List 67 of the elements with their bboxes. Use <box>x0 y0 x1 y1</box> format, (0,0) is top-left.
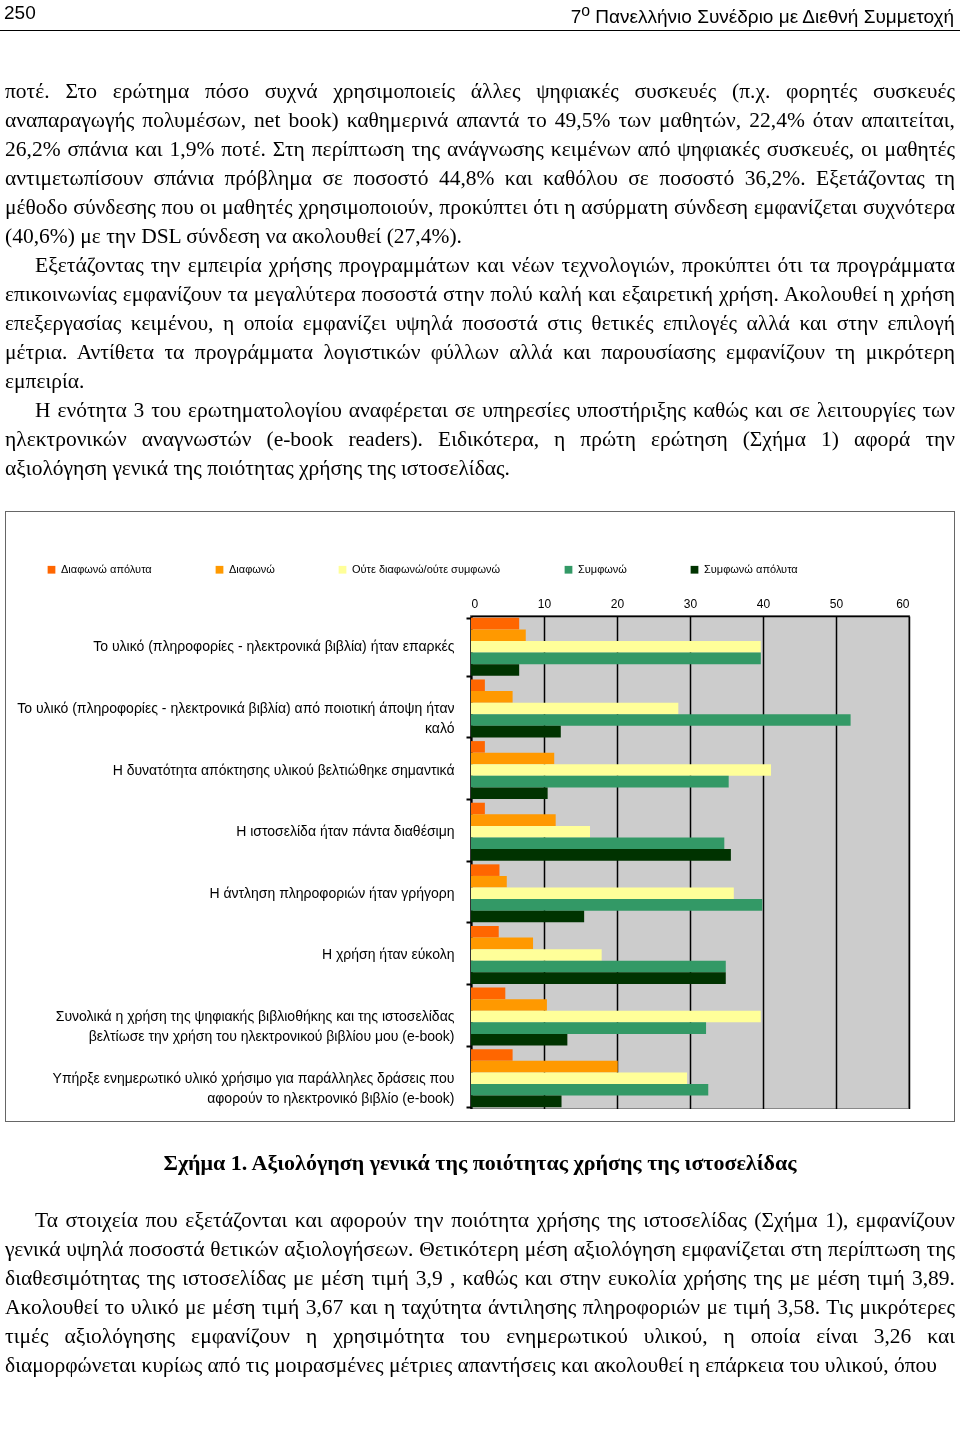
bar <box>471 849 731 861</box>
y-tick-label: Το υλικό (πληροφορίες - ηλεκτρονικά βιβλία) από ποιοτική άποψη ήταν καλό <box>17 700 455 737</box>
legend-label: Συμφωνώ απόλυτα <box>704 563 799 576</box>
bar <box>471 949 602 962</box>
bar <box>471 1084 709 1096</box>
y-tick-label: Συνολικά η χρήση της ψηφιακής βιβλιοθήκης και της ιστοσελίδας βελτίωσε την χρήση του ηλεκτρονικού βιβλίου μου (e-book) <box>55 1008 455 1045</box>
bar <box>471 629 526 642</box>
bar <box>471 937 534 950</box>
bar <box>471 714 851 727</box>
y-tick-label: Υπήρξε ενημερωτικό υλικό χρήσιμο για παράλληλες δράσεις που αφορούν το ηλεκτρονικό βιβλίο (e-book) <box>52 1070 455 1107</box>
y-tick-label: Το υλικό (πληροφορίες - ηλεκτρονικά βιβλία) ήταν επαρκές <box>93 638 455 655</box>
bar <box>471 641 761 653</box>
bar <box>471 803 485 815</box>
bar <box>471 864 500 877</box>
bar <box>471 679 485 692</box>
legend-label: Διαφωνώ <box>229 563 276 576</box>
bar <box>471 987 506 1000</box>
text: 250 <box>4 2 36 25</box>
bar <box>471 1034 568 1046</box>
y-tick-label: Η ιστοσελίδα ήταν πάντα διαθέσιμη <box>236 823 455 840</box>
text: 7$^{ο}$ Πανελλήνιο Συνέδριο με Διεθνή Συμμετοχή <box>570 2 954 29</box>
text: Εξετάζοντας την εμπειρία χρήσης προγραμμάτων και νέων τεχνολογιών, προκύπτει ότι τα προγράμματα επικοινωνίας εμφανίζουν τα μεγαλύτερα ποσοστά στην πολύ καλή και εξαιρετική χρήση. Ακολουθεί η χρήση επεξεργασίας κειμένου, η οποία εμφανίζει υψηλά ποσοστά στις θετικές επιλογές αλλά και στην επιλογή μέτρια. Αντίθετα τα προγράμματα λογιστικών φύλλων αλλά και παρουσίασης εμφανίζουν τη μικρότερη εμπειρία. <box>5 252 955 396</box>
bar <box>471 972 726 985</box>
x-tick-label: 60 <box>896 596 910 611</box>
bar <box>471 753 555 765</box>
bar <box>471 776 729 788</box>
bar <box>471 911 585 923</box>
x-tick-label: 40 <box>756 596 771 611</box>
bar <box>471 691 513 703</box>
text: Τα στοιχεία που εξετάζονται και αφορούν την ποιότητα χρήσης της ιστοσελίδας (Σχήμα 1), εμφανίζουν γενικά υψηλά ποσοστά θετικών αξιολογήσεων. Θετικότερη μέση αξιολόγηση εμφανίζεται στη περίπτωση της διαθεσιμότητας της ιστοσελίδας με μέση τιμή 3,9 , καθώς και στην ευκολία χρήσης της με μέση τιμή 3,89. Ακολουθεί το υλικό με μέση τιμή 3,67 και η ταχύτητα άντιλησης πληροφοριών με τιμή 3,58. Τις μικρότερες τιμές αξιολόγησης εμφανίζουν η χρησιμότητα του ενημερωτικού υλικού, η οποία είναι 3,26 και διαμορφώνεται κυρίως από τις μοιρασμένες μέτριες απαντήσεις και ακολουθεί η επάρκεια του υλικού, όπου <box>5 1207 955 1380</box>
bar <box>471 876 507 888</box>
y-tick-label: Η χρήση ήταν εύκολη <box>321 946 455 963</box>
bar <box>471 1072 688 1085</box>
bar <box>471 702 679 715</box>
bar <box>471 1061 618 1073</box>
bar <box>471 814 556 827</box>
bar <box>471 887 734 900</box>
x-tick-label: 50 <box>829 596 844 611</box>
x-tick-label: 30 <box>683 596 698 611</box>
legend-label: Ούτε διαφωνώ/ούτε συμφωνώ <box>352 563 501 576</box>
x-tick-label: 20 <box>610 596 625 611</box>
bar <box>471 618 520 630</box>
text: ποτέ. Στο ερώτημα πόσο συχνά χρησιμοποιείς άλλες ψηφιακές συσκευές (π.χ. φορητές συσκευές αναπαραγωγής πολυμέσων, net book) καθημερινά απαντά το 49,5% των μαθητών, 22,4% όταν απαιτείται, 26,2% σπάνια και 1,9% ποτέ. Στη περίπτωση της ανάγνωσης κειμένων από ψηφιακές συσκευές, οι μαθητές αντιμετωπίσουν σπάνια πρόβλημα σε ποσοστό 44,8% και καθόλου σε ποσοστό 36,2%. Εξετάζοντας τη μέθοδο σύνδεσης που οι μαθητές χρησιμοποιούν, προκύπτει ότι η ασύρματη σύνδεση εμφανίζεται συχνότερα (40,6%) με την DSL σύνδεση να ακολουθεί (27,4%). <box>5 78 955 251</box>
bar <box>471 787 548 800</box>
bar <box>471 741 485 754</box>
bar <box>471 837 725 850</box>
bar <box>471 664 520 677</box>
x-tick-label: 10 <box>537 596 552 611</box>
bar <box>471 764 772 777</box>
bar <box>471 1011 761 1023</box>
bar <box>471 826 590 838</box>
y-tick-label: Η δυνατότητα απόκτησης υλικού βελτιώθηκε σημαντικά <box>112 761 455 778</box>
bar <box>471 899 763 912</box>
x-tick-label: 0 <box>471 596 479 611</box>
bar <box>471 926 499 938</box>
bar <box>471 999 547 1012</box>
bar <box>471 726 561 738</box>
legend-label: Διαφωνώ απόλυτα <box>61 563 153 576</box>
bar <box>471 1049 513 1062</box>
text: Σχήμα 1. Αξιολόγηση γενικά της ποιότητας χρήσης της ιστοσελίδας <box>162 1150 798 1177</box>
bar <box>471 961 726 973</box>
y-tick-label: Η άντληση πληροφοριών ήταν γρήγορη <box>209 885 455 902</box>
bar <box>471 652 761 665</box>
bar <box>471 1022 707 1035</box>
legend-label: Συμφωνώ <box>578 563 628 576</box>
text: Η ενότητα 3 του ερωτηματολογίου αναφέρεται σε υπηρεσίες υποστήριξης καθώς και σε λειτουργίες των ηλεκτρονικών αναγνωστών (e-book readers). Ειδικότερα, η πρώτη ερώτηση (Σχήμα 1) αφορά την αξιολόγηση γενικά της ποιότητας χρήσης της ιστοσελίδας. <box>5 397 955 483</box>
bar <box>471 1095 562 1108</box>
